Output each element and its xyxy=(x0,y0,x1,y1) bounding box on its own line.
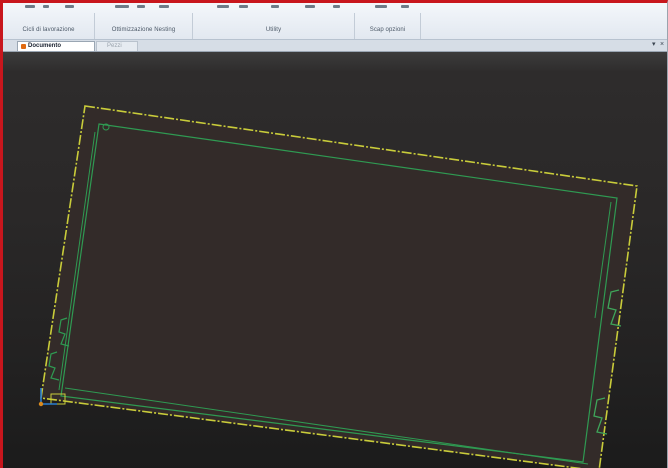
ribbon-group-cicli-di-lavorazione[interactable]: Cicli di lavorazione xyxy=(3,13,95,39)
ribbon-button-icon[interactable] xyxy=(43,5,49,8)
ribbon-toolbar: Cicli di lavorazione Ottimizzazione Nest… xyxy=(3,3,667,40)
ribbon-button-strip xyxy=(3,3,667,12)
part-contour-line[interactable] xyxy=(64,387,589,465)
origin-point-icon xyxy=(38,401,44,407)
ribbon-group-label: Utility xyxy=(265,27,282,33)
ribbon-button-icon[interactable] xyxy=(25,5,35,8)
ribbon-button-icon[interactable] xyxy=(401,5,409,8)
document-icon xyxy=(21,44,26,49)
document-tab-bar: Documento Pezzi xyxy=(3,40,667,52)
tab-label: Pezzi xyxy=(107,43,122,49)
reference-point-marker[interactable] xyxy=(102,123,110,131)
clamp-notch-right-upper[interactable] xyxy=(607,289,622,327)
ribbon-button-icon[interactable] xyxy=(159,5,169,8)
ribbon-group-ottimizzazione-nesting[interactable]: Ottimizzazione Nesting xyxy=(95,13,193,39)
ribbon-group-utility[interactable]: Utility xyxy=(193,13,355,39)
ribbon-group-scap-opzioni[interactable]: Scap opzioni xyxy=(355,13,421,39)
cad-viewport[interactable] xyxy=(3,52,667,468)
ribbon-group-label: Cicli di lavorazione xyxy=(22,27,75,33)
ribbon-button-icon[interactable] xyxy=(137,5,145,8)
corner-detail-marker[interactable] xyxy=(50,393,66,405)
ribbon-group-label: Scap opzioni xyxy=(369,27,406,33)
sheet-inner-outline[interactable] xyxy=(60,123,618,463)
close-icon[interactable]: × xyxy=(660,41,665,48)
clamp-notch-left-lower[interactable] xyxy=(48,351,60,381)
ribbon-button-icon[interactable] xyxy=(305,5,315,8)
part-contour-line[interactable] xyxy=(594,201,612,319)
tab-documento[interactable]: Documento xyxy=(17,41,95,51)
sheet-surface xyxy=(41,106,637,468)
pin-icon[interactable]: ▾ xyxy=(652,41,656,48)
sheet-outer-outline[interactable] xyxy=(40,105,638,468)
ribbon-button-icon[interactable] xyxy=(375,5,387,8)
origin-axis-icon xyxy=(40,388,57,405)
clamp-notch-left-upper[interactable] xyxy=(58,317,70,347)
ribbon-button-icon[interactable] xyxy=(271,5,279,8)
nesting-sheet-drawing xyxy=(38,105,638,468)
ribbon-button-icon[interactable] xyxy=(333,5,340,8)
ribbon-button-icon[interactable] xyxy=(217,5,229,8)
tab-pezzi[interactable]: Pezzi xyxy=(96,41,138,51)
part-contour-line[interactable] xyxy=(58,131,96,391)
tab-label: Documento xyxy=(28,43,61,49)
clamp-notch-right-lower[interactable] xyxy=(593,397,608,435)
ribbon-button-icon[interactable] xyxy=(65,5,74,8)
ribbon-button-icon[interactable] xyxy=(115,5,129,8)
ribbon-group-label: Ottimizzazione Nesting xyxy=(111,27,176,33)
ribbon-button-icon[interactable] xyxy=(239,5,248,8)
